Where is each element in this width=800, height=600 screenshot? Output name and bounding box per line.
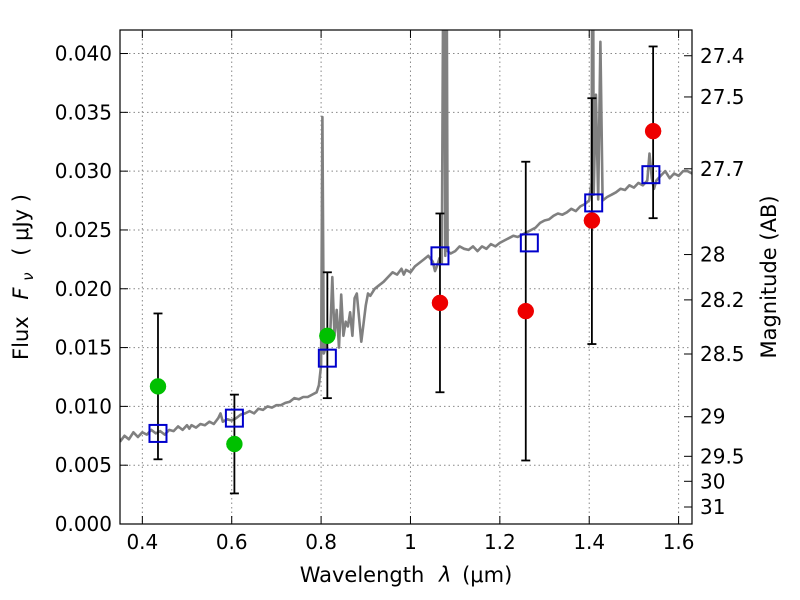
right-tick-label: 30 [700, 469, 725, 493]
model-flux-box [584, 193, 604, 213]
markers [148, 45, 662, 495]
x-tick-label: 1.6 [663, 530, 695, 554]
x-axis-symbol: λ [438, 563, 451, 587]
x-axis-label: Wavelength [300, 563, 425, 587]
model-flux-box [430, 246, 450, 266]
x-tick-label: 1.2 [484, 530, 516, 554]
y-tick-label: 0.040 [55, 42, 112, 66]
right-tick-label: 27.5 [700, 85, 745, 109]
x-axis-unit: (μm) [462, 563, 512, 587]
model-flux-box [148, 423, 168, 443]
y-axis-unit: ( μJy ) [9, 194, 33, 256]
y-tick-label: 0.005 [55, 453, 112, 477]
observed-flux-point [517, 302, 535, 320]
plot-area [120, 30, 692, 443]
plot-frame [119, 29, 693, 525]
x-tick-label: 0.8 [305, 530, 337, 554]
x-tick-label: 0.4 [126, 530, 158, 554]
y-axis-symbol: F [9, 287, 33, 300]
x-tick-label: 0.6 [216, 530, 248, 554]
y-tick-label: 0.035 [55, 100, 112, 124]
x-tick-label: 1 [404, 530, 417, 554]
right-tick-label: 29.5 [700, 444, 745, 468]
observed-flux-point [319, 327, 336, 345]
right-tick-label: 28 [700, 243, 725, 267]
grid [120, 30, 692, 525]
observed-flux-point [644, 122, 662, 140]
y-axis-right-title: Magnitude (AB) [757, 195, 781, 358]
y-tick-label: 0.010 [55, 394, 112, 418]
y-tick-label: 0.000 [55, 512, 112, 536]
x-tick-label: 1.4 [573, 530, 605, 554]
y-axis-title: Flux F ν ( μJy ) [9, 194, 38, 360]
model-flux-box [224, 408, 244, 428]
y-axis-label: Flux [9, 316, 33, 360]
right-tick-label: 27.4 [700, 44, 745, 68]
model-flux-box [519, 233, 539, 253]
y-tick-label: 0.015 [55, 336, 112, 360]
right-tick-label: 28.2 [700, 288, 745, 312]
y-tick-label: 0.025 [55, 218, 112, 242]
model-flux-box [641, 165, 661, 185]
observed-flux-point [431, 294, 449, 312]
model-flux-box [317, 348, 337, 368]
right-tick-label: 29 [700, 405, 725, 429]
observed-flux-point [226, 435, 243, 453]
observed-flux-point [583, 212, 601, 229]
right-tick-label: 28.5 [700, 342, 745, 366]
right-tick-label: 27.7 [700, 157, 745, 181]
observed-flux-point [149, 378, 167, 395]
y-axis-subscript: ν [19, 272, 37, 280]
model-spectrum-line [120, 30, 692, 443]
y-tick-label: 0.020 [55, 277, 112, 301]
x-axis-title: Wavelength λ (μm) [300, 563, 513, 587]
y-tick-label: 0.030 [55, 159, 112, 183]
ticks: 0.4 0.6 0.8 1 1.2 1.4 1.6 0.000 0.005 0.010 0.015 0… [55, 30, 745, 554]
right-tick-label: 31 [700, 495, 725, 519]
